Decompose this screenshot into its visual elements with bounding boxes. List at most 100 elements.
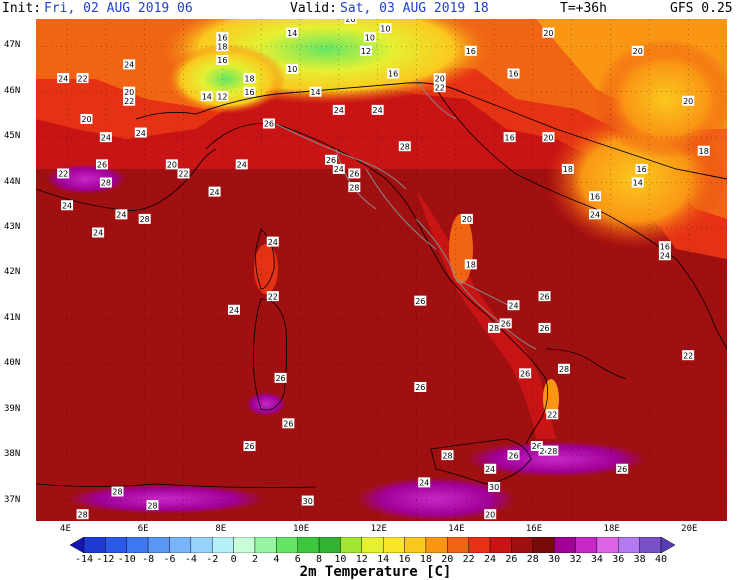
colorbar-tick-label: 0 [230, 554, 237, 565]
temperature-value-label: 24 [115, 209, 128, 220]
colorbar-tick-label: 24 [484, 554, 497, 565]
temperature-value-label: 26 [530, 441, 543, 451]
svg-text:10: 10 [380, 24, 390, 33]
temperature-value-label: 24 [123, 59, 136, 70]
svg-text:22: 22 [683, 351, 693, 360]
longitude-label: 18E [603, 524, 620, 534]
latitude-label: 45N [4, 131, 21, 142]
svg-text:22: 22 [178, 170, 188, 179]
svg-text:28: 28 [77, 510, 87, 519]
colorbar-segment [212, 537, 234, 553]
svg-text:26: 26 [415, 297, 425, 306]
svg-text:18: 18 [699, 147, 709, 156]
init-value: Fri, 02 AUG 2019 06 [44, 1, 193, 16]
svg-text:30: 30 [303, 497, 313, 506]
temperature-value-label: 26 [414, 295, 427, 306]
longitude-label: 14E [448, 524, 465, 534]
svg-text:14: 14 [202, 92, 212, 101]
temperature-value-label: 26 [519, 368, 532, 379]
svg-text:28: 28 [112, 488, 122, 497]
temperature-value-label: 14 [200, 91, 213, 101]
svg-text:28: 28 [559, 365, 569, 374]
svg-text:26: 26 [539, 324, 549, 333]
temperature-value-label: 18 [697, 145, 710, 156]
colorbar-tick-label: 18 [419, 554, 432, 565]
svg-text:24: 24 [268, 238, 278, 247]
temperature-value-label: 16 [243, 86, 256, 97]
temperature-value-label: 22 [266, 291, 279, 301]
temperature-value-label: 24 [208, 186, 221, 197]
temperature-value-label: 24 [538, 445, 551, 456]
temperature-value-label: 20 [682, 95, 695, 106]
latitude-label: 47N [4, 40, 21, 51]
init-label: Init: [2, 1, 42, 16]
svg-text:26: 26 [244, 442, 254, 451]
latitude-label: 39N [4, 403, 21, 414]
colorbar-tick-labels: -14 -12 -10 -8 -6 -4 -2 0 2 4 6 8 10 12 14 16 18 20 22 24 26… [0, 554, 751, 566]
colorbar-segment [361, 537, 384, 553]
svg-text:24: 24 [334, 106, 344, 115]
svg-text:26: 26 [97, 161, 107, 170]
svg-text:30: 30 [489, 483, 499, 492]
colorbar-segment [404, 537, 427, 553]
colorbar-segment [297, 537, 320, 553]
svg-text:22: 22 [268, 292, 278, 301]
colorbar-segment [575, 537, 598, 553]
colorbar-segment [596, 537, 619, 553]
svg-text:24: 24 [229, 306, 239, 315]
temperature-value-label: 26 [262, 118, 275, 129]
svg-text:18: 18 [217, 42, 227, 51]
temperature-value-label: 22 [177, 168, 190, 179]
temperature-value-label: 16 [464, 45, 477, 56]
colorbar-tick-label: 16 [398, 554, 411, 565]
svg-text:26: 26 [415, 383, 425, 392]
svg-text:28: 28 [147, 501, 157, 510]
colorbar-tick-label: -8 [142, 554, 155, 565]
colorbar-segment [318, 537, 341, 553]
svg-text:24: 24 [485, 465, 495, 474]
svg-text:16: 16 [388, 70, 398, 79]
temperature-value-label: 20 [344, 19, 357, 24]
temperature-value-label: 16 [216, 32, 229, 42]
temperature-value-label: 28 [138, 213, 151, 224]
latitude-label: 43N [4, 221, 21, 232]
svg-text:14: 14 [633, 179, 643, 188]
colorbar-tick-label: -4 [184, 554, 197, 565]
colorbar-segment [254, 537, 277, 553]
svg-text:20: 20 [435, 74, 445, 83]
temperature-value-label: 24 [484, 463, 497, 474]
svg-text:28: 28 [101, 179, 111, 188]
svg-text:16: 16 [508, 70, 518, 79]
temperature-value-label: 28 [111, 486, 124, 497]
temperature-value-label: 20 [433, 73, 446, 83]
latitude-label: 41N [4, 312, 21, 323]
colorbar-tick-label: 2 [251, 554, 258, 565]
colorbar-segment [468, 537, 491, 553]
temperature-value-label: 24 [589, 209, 602, 220]
svg-text:16: 16 [466, 47, 476, 56]
temperature-value-label: 16 [658, 241, 671, 251]
temperature-value-label: 14 [286, 27, 299, 38]
temperature-value-label: 26 [616, 463, 629, 474]
temperature-value-label: 14 [309, 86, 322, 97]
colorbar-max-arrow [660, 537, 675, 553]
temperature-value-label: 26 [95, 159, 108, 170]
temperature-value-label: 20 [542, 132, 555, 142]
temperature-value-label: 10 [379, 23, 392, 33]
colorbar-segment [147, 537, 170, 553]
longitude-label: 6E [137, 524, 149, 534]
svg-text:10: 10 [365, 33, 375, 42]
temperature-value-label: 26 [274, 372, 287, 383]
temperature-value-label: 24 [61, 200, 74, 210]
svg-text:22: 22 [547, 410, 557, 419]
svg-text:28: 28 [400, 142, 410, 151]
temperature-value-label: 18 [216, 41, 229, 51]
colorbar-segment [126, 537, 149, 553]
svg-text:26: 26 [349, 170, 359, 179]
colorbar-segment [553, 537, 576, 553]
colorbar-tick-label: 32 [569, 554, 582, 565]
svg-text:24: 24 [334, 165, 344, 174]
svg-text:24: 24 [124, 61, 134, 70]
temperature-value-label: 22 [76, 73, 89, 83]
